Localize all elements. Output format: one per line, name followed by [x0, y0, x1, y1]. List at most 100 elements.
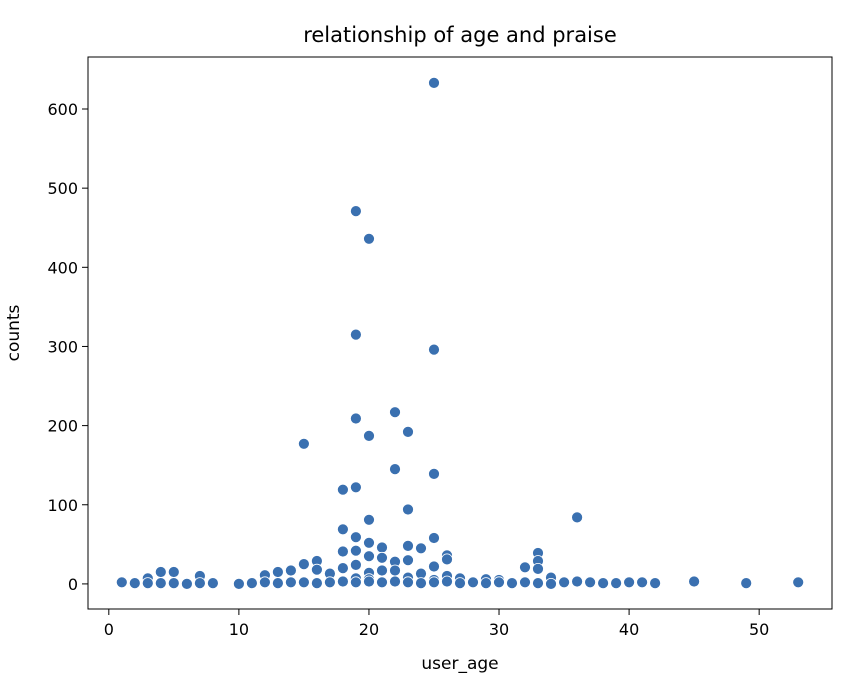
data-point — [363, 232, 375, 245]
data-point — [428, 560, 440, 573]
data-point — [441, 553, 453, 566]
data-point — [402, 540, 414, 552]
data-point — [297, 576, 310, 589]
data-point — [740, 577, 753, 589]
data-point — [128, 577, 141, 589]
data-point — [363, 575, 375, 588]
data-point — [402, 425, 414, 438]
data-point — [245, 577, 258, 589]
data-point — [271, 566, 284, 578]
data-point — [610, 577, 622, 589]
data-point — [649, 577, 661, 589]
data-point — [792, 576, 805, 589]
data-point — [284, 564, 297, 577]
data-point — [428, 77, 440, 89]
data-point — [376, 564, 388, 577]
data-point — [349, 531, 362, 544]
data-point — [623, 576, 635, 589]
data-point — [336, 575, 349, 588]
data-point — [584, 576, 596, 589]
data-point — [389, 564, 401, 577]
y-tick-label: 500 — [47, 179, 78, 198]
data-point — [415, 542, 427, 555]
data-point — [167, 577, 180, 589]
data-point — [480, 577, 492, 589]
data-point — [336, 545, 349, 558]
data-point — [336, 562, 349, 574]
data-point — [571, 511, 583, 524]
data-point — [376, 551, 388, 564]
data-point — [428, 467, 440, 480]
y-axis-label: counts — [4, 304, 24, 361]
data-point — [349, 544, 362, 557]
data-point — [441, 575, 453, 588]
data-point — [336, 523, 349, 536]
data-point — [363, 429, 375, 442]
x-tick-label: 50 — [749, 620, 769, 639]
data-point — [558, 576, 570, 589]
data-point — [206, 577, 219, 589]
y-tick-label: 300 — [47, 337, 78, 356]
data-point — [376, 576, 388, 589]
data-point — [349, 559, 362, 571]
data-point — [323, 576, 336, 589]
data-points — [115, 77, 805, 590]
y-tick-label: 0 — [68, 575, 78, 594]
data-point — [571, 575, 583, 588]
data-point — [258, 576, 271, 589]
data-point — [402, 503, 414, 516]
data-point — [389, 463, 401, 476]
data-point — [141, 577, 154, 589]
data-point — [193, 577, 206, 589]
chart-title: relationship of age and praise — [303, 23, 617, 47]
data-point — [310, 563, 323, 576]
data-point — [415, 577, 427, 589]
x-tick-label: 30 — [489, 620, 509, 639]
data-point — [636, 576, 648, 589]
data-point — [180, 578, 193, 590]
y-tick-label: 100 — [47, 496, 78, 515]
data-point — [271, 577, 284, 589]
data-point — [506, 577, 518, 589]
data-point — [349, 205, 362, 218]
data-point — [402, 576, 414, 589]
x-tick-label: 10 — [229, 620, 249, 639]
data-point — [349, 412, 362, 425]
data-point — [363, 513, 375, 526]
y-axis-ticks: 0 100 200 300 400 500 600 — [47, 100, 88, 594]
data-point — [154, 577, 167, 589]
data-point — [428, 532, 440, 544]
data-point — [454, 577, 466, 589]
x-tick-label: 0 — [104, 620, 114, 639]
data-point — [349, 481, 362, 494]
x-tick-label: 20 — [359, 620, 379, 639]
x-axis-ticks: 0 10 20 30 40 50 — [104, 609, 769, 639]
data-point — [349, 576, 362, 589]
y-tick-label: 400 — [47, 258, 78, 277]
data-point — [376, 541, 388, 554]
x-tick-label: 40 — [619, 620, 639, 639]
data-point — [310, 577, 323, 589]
data-point — [336, 483, 349, 496]
data-point — [532, 577, 544, 589]
data-point — [467, 576, 479, 589]
data-point — [597, 577, 609, 589]
data-point — [545, 578, 557, 590]
data-point — [519, 561, 531, 574]
data-point — [519, 576, 531, 589]
data-point — [297, 437, 310, 450]
data-point — [428, 343, 440, 356]
data-point — [688, 575, 700, 588]
data-point — [154, 566, 167, 578]
data-point — [493, 576, 505, 589]
data-point — [349, 328, 362, 341]
data-point — [402, 554, 414, 567]
data-point — [115, 576, 128, 589]
data-point — [167, 566, 180, 578]
plot-frame — [87, 56, 833, 610]
y-tick-label: 600 — [47, 100, 78, 119]
data-point — [363, 536, 375, 549]
data-point — [284, 576, 297, 589]
y-tick-label: 200 — [47, 417, 78, 436]
